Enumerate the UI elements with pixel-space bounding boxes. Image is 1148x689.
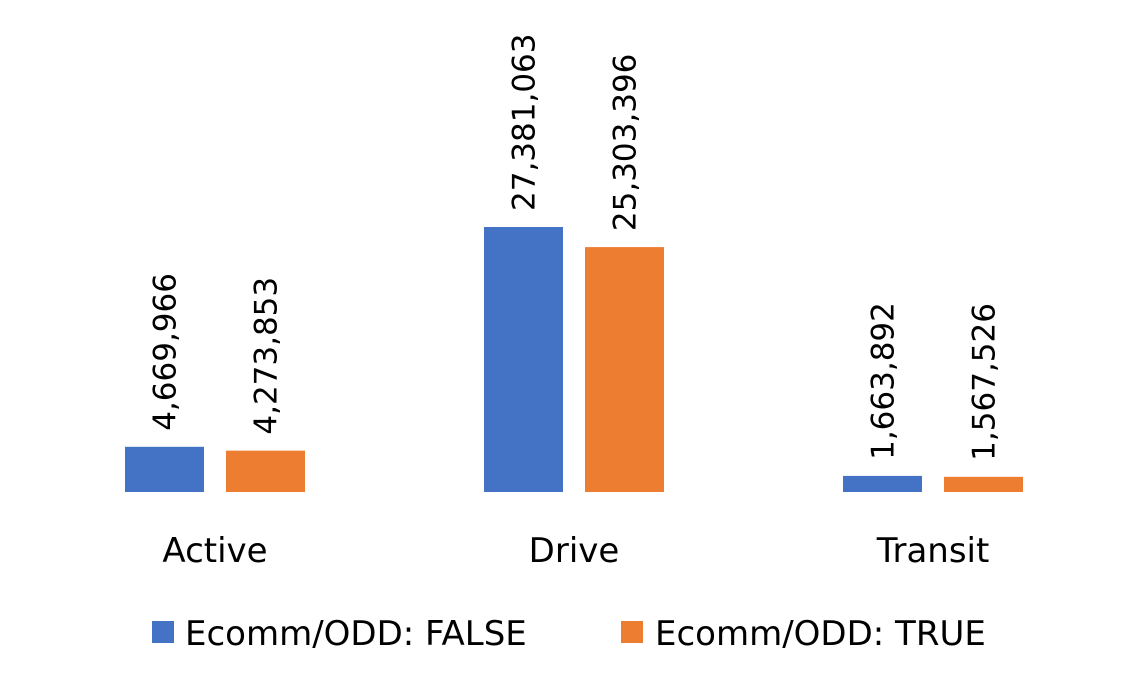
category-axis-labels: Active Drive Transit xyxy=(162,531,989,571)
data-label-transit-series-2: 1,567,526 xyxy=(967,303,1003,461)
legend-label-series-1: Ecomm/ODD: FALSE xyxy=(185,614,527,654)
legend-swatch-series-1 xyxy=(152,621,174,643)
legend-swatch-series-2 xyxy=(621,621,643,643)
bar-transit-series-2 xyxy=(944,476,1023,492)
data-labels-layer: 4,669,966 4,273,853 27,381,063 25,303,396 1,… xyxy=(148,34,1003,461)
bar-active-series-2 xyxy=(226,450,305,492)
category-label-active: Active xyxy=(162,531,267,571)
legend-label-series-2: Ecomm/ODD: TRUE xyxy=(655,614,986,654)
data-label-transit-series-1: 1,663,892 xyxy=(866,302,902,460)
bar-transit-series-1 xyxy=(843,475,922,492)
bars-layer xyxy=(125,227,1023,492)
legend: Ecomm/ODD: FALSE Ecomm/ODD: TRUE xyxy=(152,614,986,654)
data-label-drive-series-1: 27,381,063 xyxy=(507,34,543,212)
data-label-drive-series-2: 25,303,396 xyxy=(608,54,644,232)
bar-active-series-1 xyxy=(125,446,204,492)
bar-drive-series-2 xyxy=(585,247,664,492)
data-label-active-series-2: 4,273,853 xyxy=(249,277,285,435)
bar-drive-series-1 xyxy=(484,227,563,492)
category-label-transit: Transit xyxy=(876,531,990,571)
data-label-active-series-1: 4,669,966 xyxy=(148,273,184,431)
category-label-drive: Drive xyxy=(529,531,620,571)
